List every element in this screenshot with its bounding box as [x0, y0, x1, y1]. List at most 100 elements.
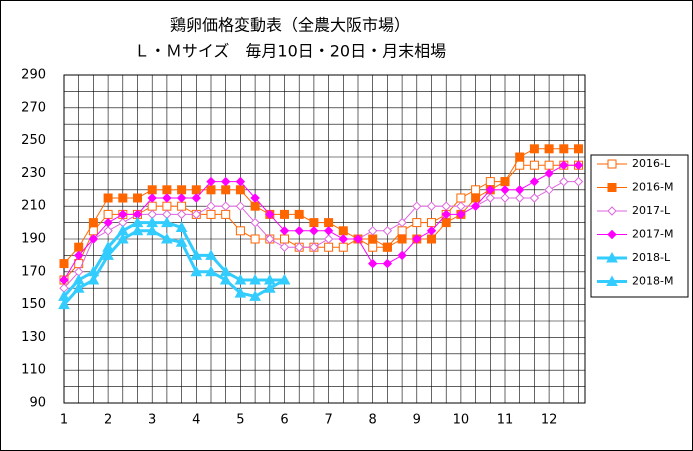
marker: [500, 185, 510, 195]
marker: [177, 185, 187, 195]
marker: [190, 265, 203, 277]
marker: [309, 242, 319, 252]
y-tick-label: 290: [21, 68, 46, 83]
x-tick-label: 2: [104, 413, 112, 428]
marker: [175, 236, 188, 247]
marker: [573, 176, 584, 187]
marker: [515, 152, 525, 162]
marker: [59, 275, 69, 285]
marker: [249, 290, 261, 301]
marker: [529, 193, 540, 203]
marker: [441, 209, 451, 220]
marker: [338, 234, 349, 244]
marker: [191, 185, 201, 195]
marker: [191, 193, 202, 203]
marker: [471, 185, 481, 195]
marker: [206, 176, 216, 187]
marker: [131, 216, 144, 228]
marker: [219, 273, 232, 285]
x-tick-label: 1: [60, 413, 68, 428]
x-tick-label: 5: [236, 413, 244, 428]
marker: [205, 249, 217, 260]
marker: [176, 209, 187, 220]
marker: [147, 193, 157, 203]
marker: [58, 290, 70, 301]
marker: [147, 185, 157, 195]
marker: [221, 209, 231, 219]
marker: [323, 226, 334, 236]
marker: [324, 218, 334, 228]
x-tick-label: 6: [280, 413, 288, 428]
marker: [368, 242, 378, 252]
legend-marker: [607, 206, 617, 216]
x-tick-label: 3: [148, 413, 156, 428]
x-tick-label: 12: [541, 413, 558, 428]
marker: [559, 160, 569, 170]
marker: [294, 209, 304, 219]
marker: [235, 185, 245, 195]
marker: [74, 242, 84, 252]
marker: [265, 209, 275, 220]
marker: [190, 249, 203, 260]
marker: [367, 258, 378, 269]
marker: [103, 226, 113, 236]
y-tick-label: 90: [29, 396, 46, 411]
marker: [514, 185, 525, 195]
marker: [427, 234, 436, 244]
marker: [470, 201, 481, 211]
marker: [427, 218, 436, 228]
marker: [235, 176, 246, 187]
x-tick-label: 4: [192, 413, 200, 428]
marker: [176, 193, 187, 203]
marker: [250, 217, 260, 228]
marker: [205, 265, 217, 277]
marker: [309, 218, 319, 228]
legend-marker: [606, 275, 618, 286]
marker: [103, 193, 113, 203]
marker: [382, 226, 393, 236]
marker: [235, 201, 246, 211]
x-tick-label: 10: [453, 413, 470, 428]
marker: [323, 234, 334, 244]
y-tick-label: 230: [21, 166, 46, 181]
marker: [456, 209, 466, 220]
legend-label: 2018-M: [632, 275, 673, 288]
marker: [87, 273, 100, 285]
marker: [309, 226, 319, 236]
marker: [368, 234, 378, 244]
marker: [456, 193, 466, 203]
marker: [278, 273, 291, 285]
marker: [161, 232, 173, 244]
marker: [544, 144, 554, 154]
marker: [529, 160, 539, 170]
marker: [559, 144, 569, 154]
marker: [250, 193, 260, 203]
legend-label: 2016-M: [632, 181, 673, 194]
marker: [250, 201, 260, 211]
marker: [263, 273, 276, 285]
marker: [234, 287, 247, 298]
marker: [324, 242, 334, 252]
marker: [338, 226, 348, 236]
x-tick-label: 7: [324, 413, 332, 428]
x-tick-label: 8: [369, 413, 377, 428]
y-tick-label: 270: [21, 100, 46, 115]
marker: [382, 242, 392, 252]
chart-subtitle: Ｌ・Ｍサイズ 毎月10日・20日・月末相場: [134, 42, 446, 61]
marker: [441, 218, 451, 228]
marker: [147, 201, 157, 211]
y-tick-label: 130: [21, 330, 46, 345]
marker: [529, 144, 539, 154]
marker: [279, 242, 290, 252]
marker: [412, 234, 422, 244]
marker: [426, 226, 437, 236]
legend-marker: [607, 159, 617, 169]
marker: [265, 234, 275, 244]
y-tick-label: 110: [21, 363, 46, 378]
marker: [220, 176, 231, 187]
marker: [250, 234, 260, 244]
marker: [382, 258, 393, 269]
marker: [103, 217, 113, 228]
y-tick-label: 210: [21, 199, 46, 214]
marker: [529, 176, 540, 187]
